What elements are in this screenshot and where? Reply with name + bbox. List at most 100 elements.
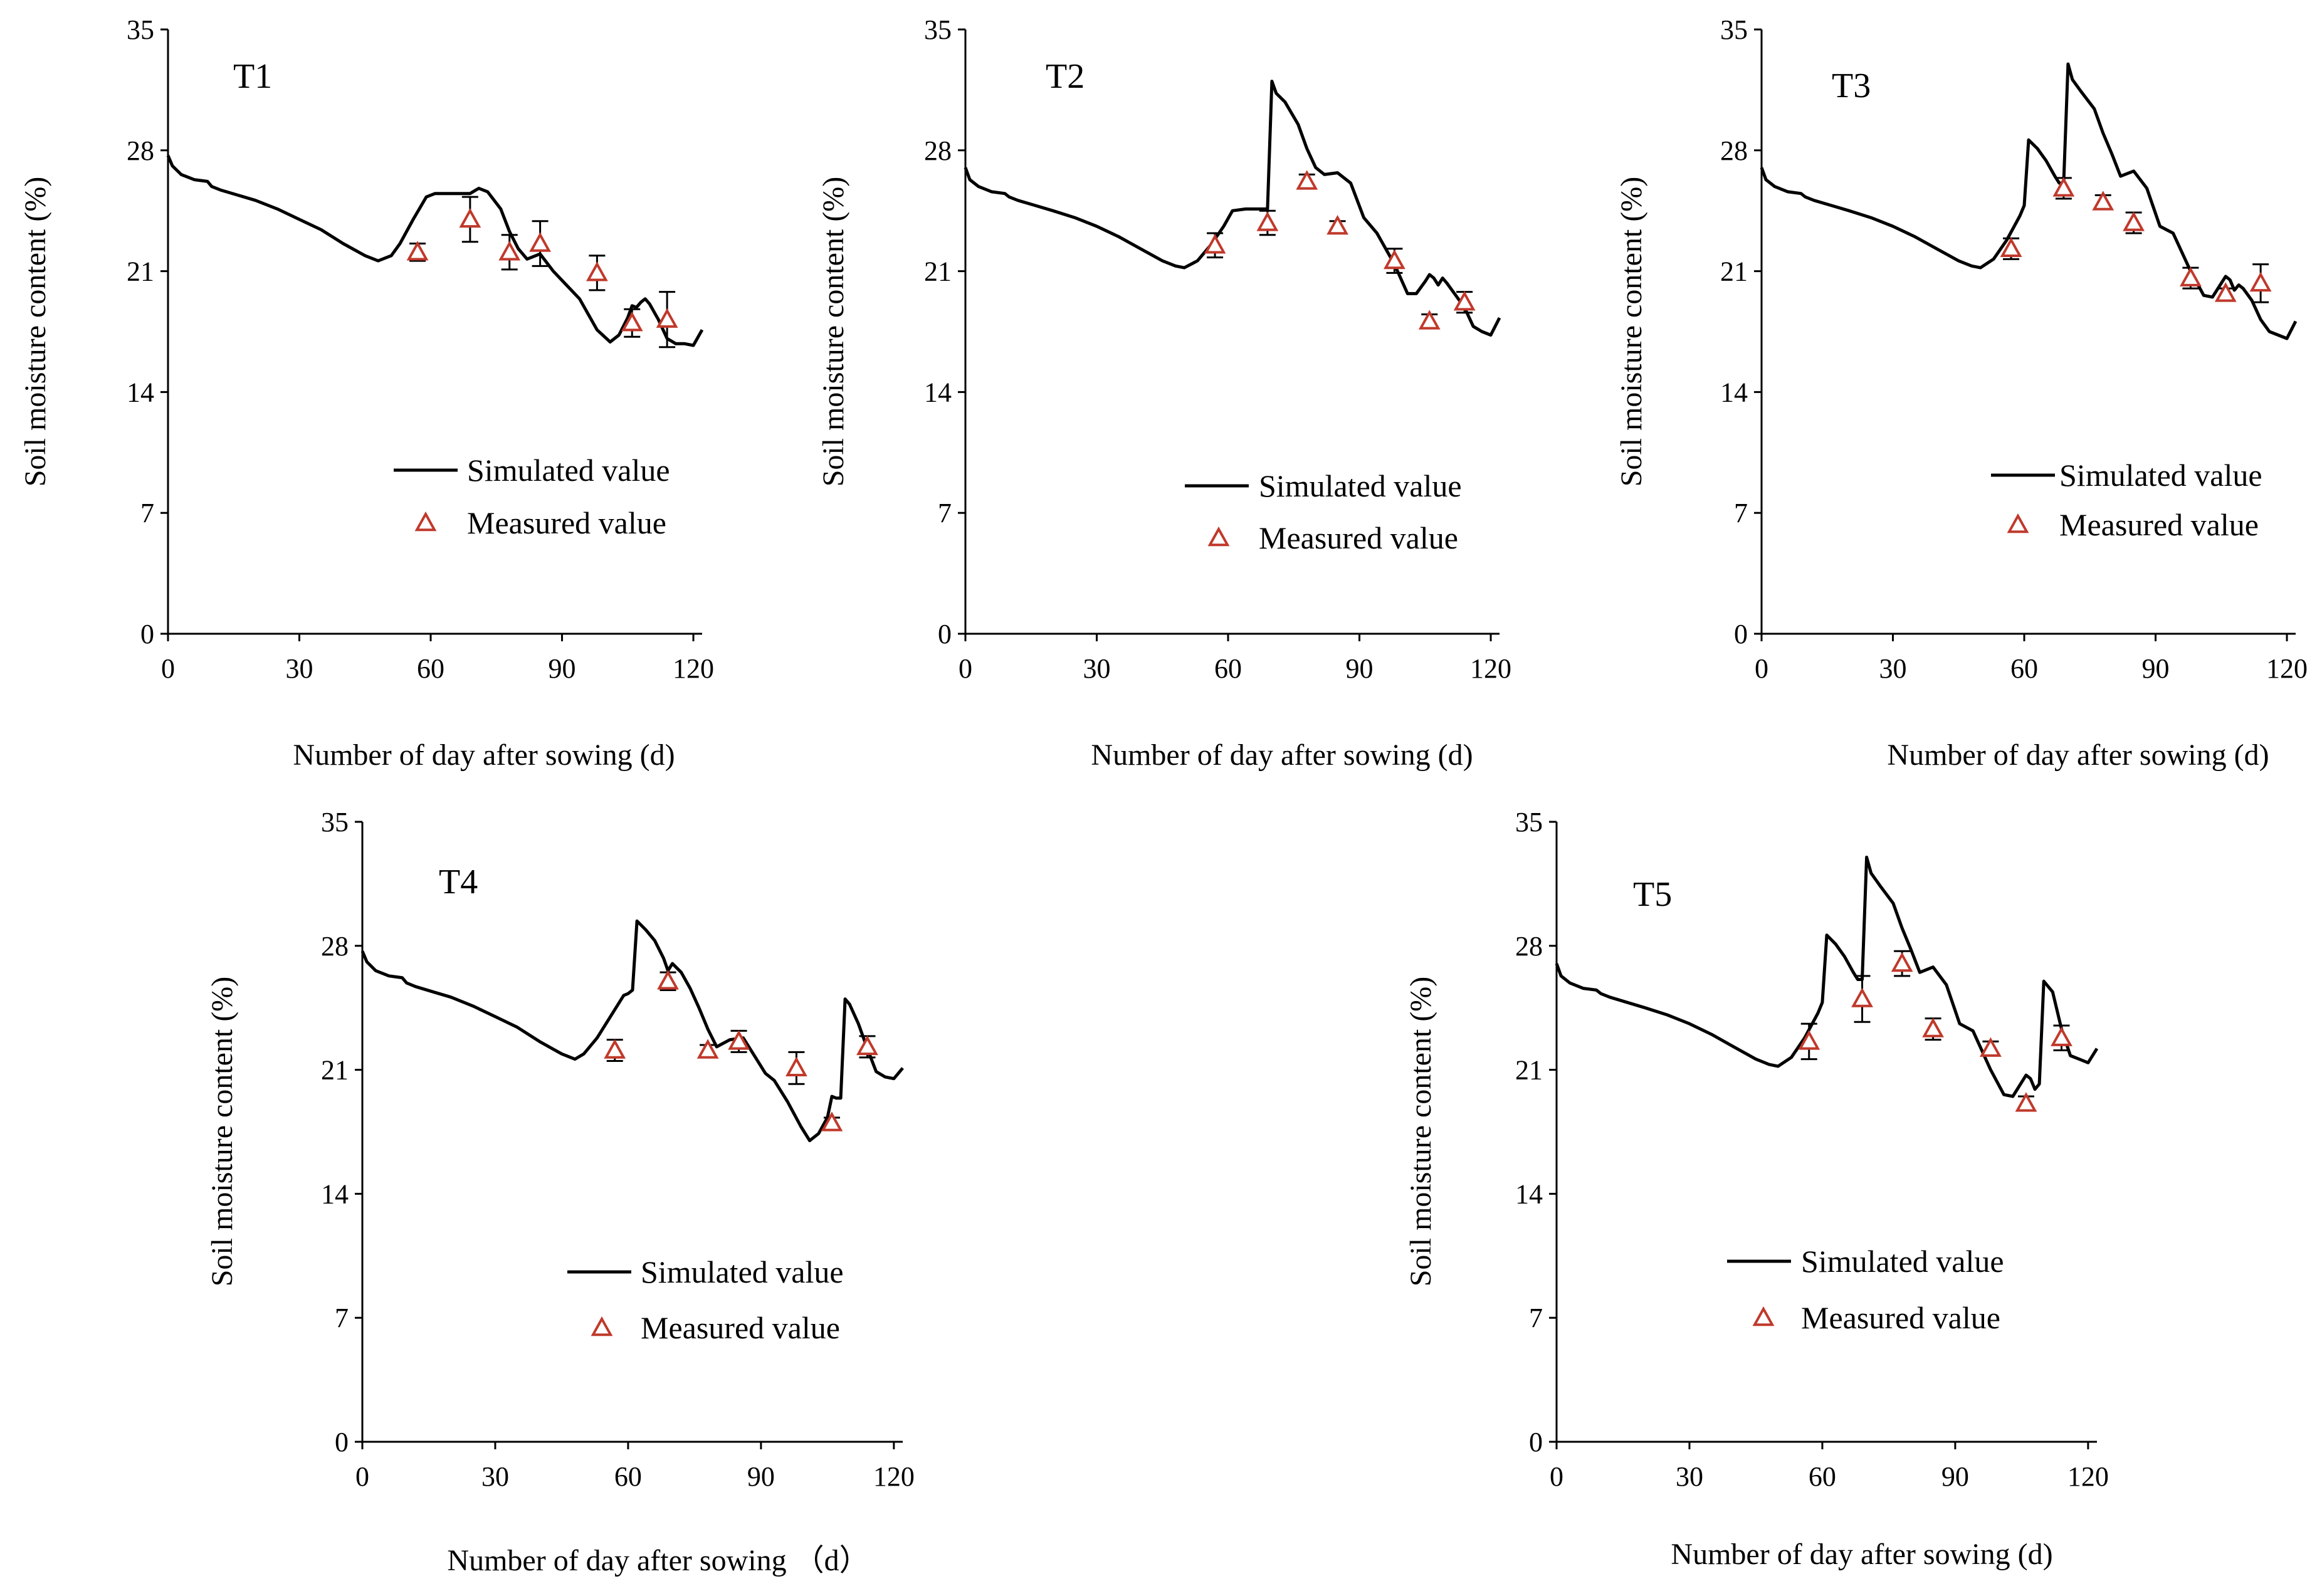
measured-point [696, 1039, 719, 1059]
simulated-series-line [166, 155, 704, 347]
x-tick-label: 30 [481, 1461, 509, 1492]
measured-triangle-marker [2092, 191, 2114, 211]
x-tick-label: 60 [1809, 1461, 1836, 1492]
x-tick-label: 30 [286, 653, 313, 684]
y-tick-label: 7 [335, 1303, 349, 1333]
y-axis-label: Soil moisture content (%) [19, 177, 52, 487]
measured-triangle-marker [856, 1035, 878, 1056]
measured-triangle-marker [2214, 282, 2237, 302]
panel-t5: 0 7 14 21 28 35 0 30 60 90 120 Number of day after … [1404, 807, 2109, 1571]
x-tick-label: 120 [873, 1461, 915, 1492]
x-tick-label: 0 [355, 1461, 369, 1492]
measured-point [2249, 263, 2272, 303]
y-tick-label: 0 [335, 1427, 349, 1457]
measured-triangle-marker [1256, 211, 1279, 231]
measured-triangle-marker [1383, 249, 1405, 270]
panel-title: T4 [439, 863, 478, 901]
legend-simulated-label: Simulated value [467, 453, 670, 488]
x-axis-label: Number of day after sowing (d) [1671, 1538, 2052, 1571]
measured-point [498, 234, 521, 271]
measured-point [406, 241, 429, 262]
y-tick-label: 35 [127, 14, 154, 45]
measured-point [1891, 950, 1913, 977]
panel-t4: 0 7 14 21 28 35 0 30 60 90 120 Number of day after … [206, 807, 915, 1577]
x-axis-label: Number of day after sowing （d） [447, 1544, 869, 1577]
legend-measured-label: Measured value [467, 505, 666, 540]
measured-triangle-marker [2000, 237, 2022, 257]
panel-t3: 0 7 14 21 28 35 0 30 60 90 120 Number of day after … [1615, 14, 2308, 772]
legend-measured-marker [414, 511, 437, 532]
x-axis-label: Number of day after sowing (d) [1091, 738, 1473, 772]
measured-triangle-marker [1326, 214, 1349, 235]
x-tick-label: 120 [673, 653, 714, 684]
legend-simulated-label: Simulated value [1259, 468, 1462, 503]
measured-triangle-marker [728, 1030, 750, 1050]
measured-point [785, 1051, 807, 1085]
y-tick-label: 7 [1734, 498, 1748, 528]
x-tick-label: 0 [1550, 1461, 1563, 1492]
x-tick-label: 60 [2010, 653, 2038, 684]
y-tick-label: 28 [321, 931, 349, 962]
legend: Simulated value Measured value [394, 453, 670, 540]
panel-t2: 0 7 14 21 28 35 0 30 60 90 120 Number of day after … [817, 14, 1511, 772]
y-tick-label: 21 [924, 256, 952, 287]
legend: Simulated value Measured value [1991, 458, 2262, 542]
legend-simulated-label: Simulated value [1801, 1244, 2004, 1279]
x-tick-label: 120 [2266, 653, 2308, 684]
measured-point [459, 196, 481, 243]
measured-triangle-marker [1980, 1037, 2002, 1057]
panel-title: T5 [1633, 875, 1672, 914]
y-tick-label: 28 [924, 135, 952, 166]
measured-point [2092, 191, 2114, 211]
legend-simulated-label: Simulated value [2059, 458, 2262, 493]
measured-point [1453, 291, 1476, 314]
x-tick-label: 30 [1676, 1461, 1703, 1492]
measured-triangle-marker [656, 308, 678, 328]
measured-triangle-marker [696, 1039, 719, 1059]
x-tick-label: 0 [1755, 653, 1768, 684]
y-tick-label: 21 [127, 256, 154, 287]
y-tick-label: 21 [1720, 256, 1748, 287]
y-tick-label: 14 [1515, 1179, 1543, 1209]
x-tick-label: 90 [747, 1461, 775, 1492]
y-axis-label: Soil moisture content (%) [206, 977, 239, 1287]
legend-measured-marker [1207, 526, 1230, 547]
measured-point [1922, 1017, 1944, 1041]
y-axis-label: Soil moisture content (%) [817, 177, 850, 487]
y-tick-label: 21 [321, 1055, 349, 1086]
measured-triangle-marker [657, 970, 679, 990]
y-tick-label: 14 [1720, 377, 1748, 407]
measured-point [1418, 310, 1441, 330]
measured-triangle-marker [1418, 310, 1441, 330]
y-tick-label: 28 [1515, 931, 1543, 962]
measured-triangle-marker [459, 207, 481, 228]
simulated-series-line [1555, 856, 2099, 1098]
legend-measured-marker [2007, 513, 2029, 533]
measured-triangle-marker [785, 1056, 807, 1076]
x-tick-label: 0 [959, 653, 972, 684]
measured-triangle-marker [821, 1111, 843, 1131]
measured-triangle-marker [1204, 234, 1226, 254]
measured-triangle-marker [1296, 170, 1318, 190]
y-tick-label: 7 [140, 498, 154, 528]
legend-measured-marker [1752, 1306, 1775, 1326]
y-tick-label: 0 [1529, 1427, 1543, 1457]
measured-point [1383, 248, 1405, 274]
x-tick-label: 90 [2142, 653, 2170, 684]
measured-point [657, 970, 679, 991]
x-tick-label: 90 [1941, 1461, 1969, 1492]
measured-point [2000, 237, 2022, 260]
simulated-series-line [360, 919, 904, 1143]
y-tick-label: 28 [127, 135, 154, 166]
measured-point [2214, 282, 2237, 302]
panel-title: T2 [1046, 57, 1085, 96]
y-tick-label: 7 [1529, 1303, 1543, 1333]
measured-point [656, 291, 678, 349]
measured-triangle-marker [2249, 271, 2272, 292]
y-axis-label: Soil moisture content (%) [1615, 177, 1648, 487]
measured-point [1296, 170, 1318, 190]
x-tick-label: 0 [161, 653, 175, 684]
measured-point [2179, 266, 2202, 290]
measured-triangle-marker [498, 241, 521, 261]
